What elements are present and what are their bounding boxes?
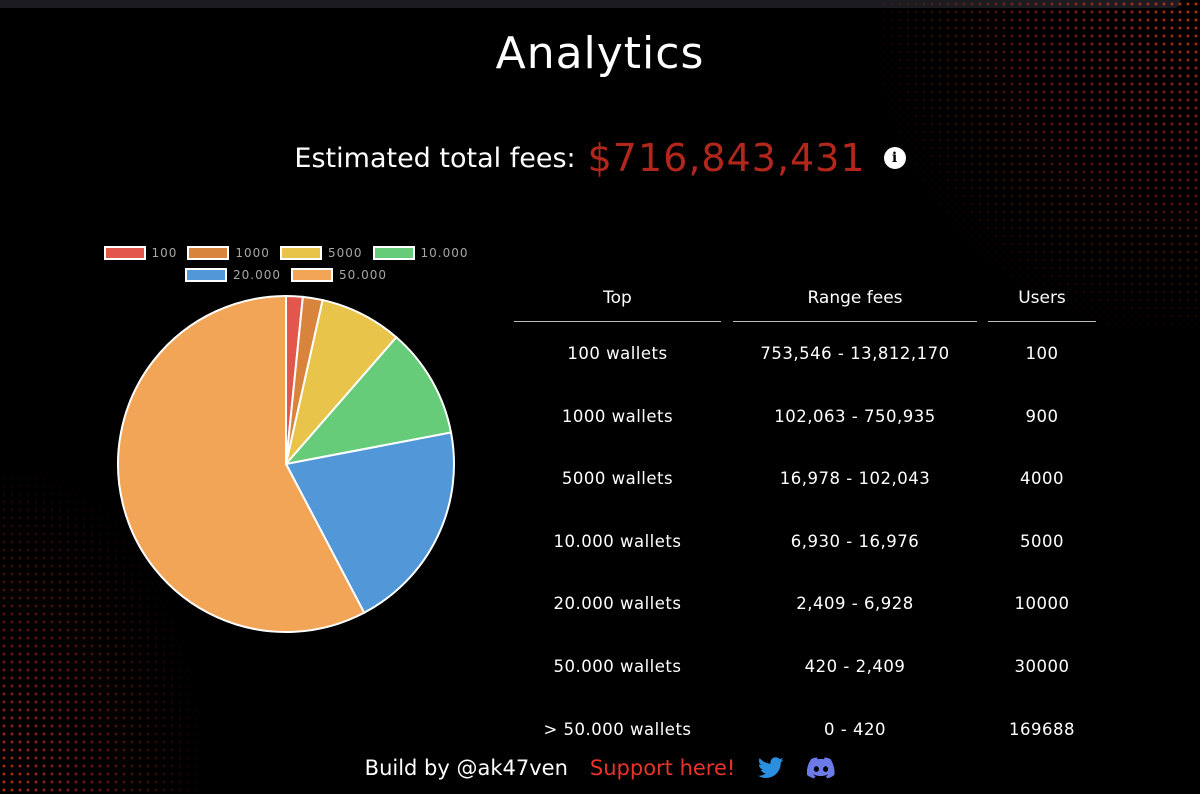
legend-item[interactable]: 50.000 <box>291 268 387 282</box>
table-row: 10.000 wallets 6,930 - 16,976 5000 <box>514 522 1098 585</box>
info-icon[interactable]: i <box>883 147 906 169</box>
legend-item[interactable]: 1000 <box>187 246 270 260</box>
cell-users: 100 <box>1025 344 1059 363</box>
cell-top: 100 wallets <box>567 344 668 363</box>
legend-swatch <box>103 246 146 260</box>
pie-chart <box>117 294 455 633</box>
legend-item[interactable]: 10.000 <box>372 246 469 260</box>
legend-item[interactable]: 100 <box>103 246 178 260</box>
cell-range: 0 - 420 <box>824 719 886 739</box>
column-header-range-fees: Range fees <box>733 284 977 322</box>
legend-swatch <box>372 246 415 260</box>
cell-range: 2,409 - 6,928 <box>796 594 914 614</box>
legend-swatch <box>187 246 230 260</box>
legend-label: 20.000 <box>233 268 281 282</box>
cell-top: 20.000 wallets <box>553 594 682 614</box>
legend-label: 1000 <box>235 246 270 260</box>
pie-slice-10000[interactable] <box>283 335 453 466</box>
discord-icon[interactable] <box>807 754 835 782</box>
total-fees: Estimated total fees: $716,843,431 i <box>0 136 1200 180</box>
cell-range: 420 - 2,409 <box>804 656 906 676</box>
column-header-top: Top <box>514 284 721 322</box>
table-row: 100 wallets 753,546 - 13,812,170 100 <box>514 334 1098 397</box>
cell-top: 5000 wallets <box>561 469 674 489</box>
cell-top: 1000 wallets <box>561 406 674 426</box>
legend-row: 100 1000 5000 10.000 <box>96 246 476 260</box>
cell-users: 30000 <box>1014 656 1070 676</box>
table-row: > 50.000 wallets 0 - 420 169688 <box>514 710 1098 750</box>
cell-range: 16,978 - 102,043 <box>779 469 931 489</box>
legend-item[interactable]: 5000 <box>279 246 363 260</box>
cell-top: > 50.000 wallets <box>543 719 692 739</box>
table-body[interactable]: 100 wallets 753,546 - 13,812,170 100 100… <box>514 334 1098 750</box>
footer: Build by @ak47ven Support here! <box>0 754 1200 782</box>
legend-label: 100 <box>151 246 178 260</box>
pie-slice-20000[interactable] <box>284 431 455 615</box>
pie-slice-50000[interactable] <box>117 294 366 633</box>
legend-swatch <box>291 268 333 282</box>
decorative-dot-pattern-right <box>880 0 1200 330</box>
cell-top: 10.000 wallets <box>553 531 682 551</box>
footer-author[interactable]: Build by @ak47ven <box>364 756 568 780</box>
cell-range: 102,063 - 750,935 <box>774 406 936 426</box>
support-link[interactable]: Support here! <box>589 756 736 780</box>
cell-users: 169688 <box>1009 719 1075 739</box>
total-fees-label: Estimated total fees: <box>294 142 576 174</box>
legend-row: 20.000 50.000 <box>96 268 476 282</box>
cell-range: 6,930 - 16,976 <box>790 531 920 551</box>
legend-label: 5000 <box>327 246 363 260</box>
table-row: 1000 wallets 102,063 - 750,935 900 <box>514 397 1098 460</box>
cell-users: 900 <box>1025 406 1059 426</box>
cell-top: 50.000 wallets <box>553 656 682 676</box>
table-header-row: Top Range fees Users <box>514 284 1098 322</box>
table-row: 20.000 wallets 2,409 - 6,928 10000 <box>514 584 1098 647</box>
legend-swatch <box>185 268 227 282</box>
top-bar <box>0 0 1180 8</box>
table-row: 50.000 wallets 420 - 2,409 30000 <box>514 647 1098 710</box>
column-header-users: Users <box>988 284 1096 322</box>
chart-legend: 100 1000 5000 10.000 20.000 50.000 <box>96 246 476 290</box>
cell-range: 753,546 - 13,812,170 <box>760 344 950 363</box>
table-row: 5000 wallets 16,978 - 102,043 4000 <box>514 459 1098 522</box>
legend-swatch <box>279 246 322 260</box>
cell-users: 4000 <box>1020 469 1064 489</box>
cell-users: 10000 <box>1014 594 1070 614</box>
legend-label: 50.000 <box>339 268 387 282</box>
page-title: Analytics <box>495 28 705 79</box>
legend-label: 10.000 <box>420 246 469 260</box>
total-fees-value: $716,843,431 <box>587 136 866 180</box>
cell-users: 5000 <box>1020 531 1064 551</box>
legend-item[interactable]: 20.000 <box>185 268 281 282</box>
twitter-icon[interactable] <box>757 754 785 782</box>
wallet-table: Top Range fees Users 100 wallets 753,546… <box>514 284 1098 750</box>
